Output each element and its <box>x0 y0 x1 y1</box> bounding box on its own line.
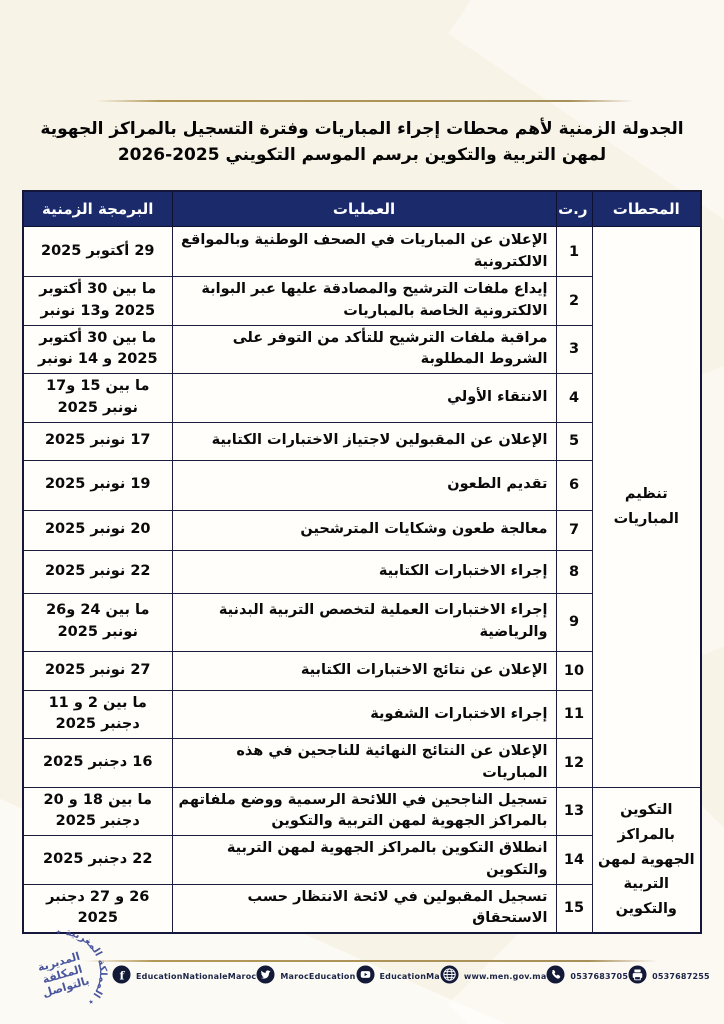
schedule-date-cell: 19 نونبر 2025 <box>22 459 173 511</box>
table-row: 3 مراقبة ملفات الترشيح للتأكد من التوفر ع… <box>22 324 701 375</box>
table-row: 5 الإعلان عن المقبولين لاجتياز الاختبارات… <box>22 421 701 461</box>
schedule-date-cell: 27 نونبر 2025 <box>22 650 173 691</box>
schedule-date-cell: 20 نونبر 2025 <box>22 509 173 551</box>
contact-item: www.men.gov.ma <box>440 965 547 988</box>
contact-label: MarocEducation <box>280 972 356 981</box>
row-number: 15 <box>555 883 593 934</box>
contact-label: 0537683705 <box>570 972 629 981</box>
contact-label: EducationMa <box>379 972 440 981</box>
row-number: 10 <box>555 650 593 691</box>
operation-cell: تسجيل المقبولين في لائحة الانتظار حسب ال… <box>171 883 557 934</box>
row-number: 6 <box>555 459 593 511</box>
operation-cell: إجراء الاختبارات الشفوية <box>171 689 557 740</box>
operation-cell: إجراء الاختبارات الكتابية <box>171 549 557 594</box>
row-number: 14 <box>555 835 593 885</box>
operation-cell: إجراء الاختبارات العملية لتخصص التربية ا… <box>171 592 557 652</box>
youtube-icon <box>355 965 375 988</box>
row-number: 4 <box>555 373 593 423</box>
operation-cell: تقديم الطعون <box>171 459 557 511</box>
row-number: 8 <box>555 549 593 594</box>
row-number: 2 <box>555 276 593 326</box>
row-number: 7 <box>555 509 593 551</box>
operation-cell: مراقبة ملفات الترشيح للتأكد من التوفر عل… <box>171 324 557 375</box>
table-header-row: المحطات ر.ت العمليات البرمجة الزمنية <box>22 190 702 228</box>
schedule-date-cell: ما بين 30 أكتوبر 2025 و 14 نونبر <box>22 324 173 375</box>
contact-label: www.men.gov.ma <box>463 972 547 981</box>
contact-item: f EducationNationaleMaroc <box>112 965 256 988</box>
schedule-date-cell: ما بين 18 و 20 دجنبر 2025 <box>22 786 173 837</box>
row-number: 13 <box>555 786 593 837</box>
col-header-schedule: البرمجة الزمنية <box>22 190 173 228</box>
table-row: 6 تقديم الطعون 19 نونبر 2025 <box>22 459 701 511</box>
schedule-date-cell: 16 دجنبر 2025 <box>22 738 173 788</box>
col-header-num: ر.ت <box>555 190 593 228</box>
row-number: 5 <box>555 421 593 461</box>
row-number: 3 <box>555 324 593 375</box>
table-row: 15 تسجيل المقبولين في لائحة الانتظار حسب … <box>22 883 701 934</box>
svg-text:f: f <box>120 968 126 982</box>
schedule-date-cell: 22 دجنبر 2025 <box>22 835 173 885</box>
top-divider <box>96 100 634 102</box>
contact-item: EducationMa <box>355 965 440 988</box>
table-row: 12 الإعلان عن النتائج النهائية للناجحين ف… <box>22 738 701 788</box>
row-number: 12 <box>555 738 593 788</box>
fax-icon <box>628 965 647 988</box>
schedule-date-cell: ما بين 24 و26 نونبر 2025 <box>22 592 173 652</box>
contact-item: 0537687255 <box>628 965 710 988</box>
operation-cell: الإعلان عن المباريات في الصحف الوطنية وب… <box>171 226 557 278</box>
operation-cell: الانتقاء الأولي <box>171 373 557 423</box>
station-cell: التكوين بالمراكز الجهوية لمهن التربية وا… <box>591 786 702 934</box>
schedule-date-cell: ما بين 30 أكتوبر 2025 و13 نونبر <box>22 276 173 326</box>
twitter-icon <box>256 965 275 988</box>
operation-cell: الإعلان عن النتائج النهائية للناجحين في … <box>171 738 557 788</box>
table-row: تنظيم المباريات 1 الإعلان عن المباريات في … <box>22 226 702 788</box>
operation-cell: انطلاق التكوين بالمراكز الجهوية لمهن الت… <box>171 835 557 885</box>
page-title: الجدولة الزمنية لأهم محطات إجراء المباري… <box>40 119 684 166</box>
row-number: 11 <box>555 689 593 740</box>
schedule-table-body: تنظيم المباريات 1 الإعلان عن المباريات في … <box>22 226 702 934</box>
schedule-date-cell: 29 أكتوبر 2025 <box>22 226 173 278</box>
footer-divider <box>84 960 658 962</box>
table-row: 8 إجراء الاختبارات الكتابية 22 نونبر 2025 <box>22 549 701 594</box>
table-row: التكوين بالمراكز الجهوية لمهن التربية وا… <box>22 786 702 934</box>
contact-item: MarocEducation <box>256 965 355 988</box>
facebook-icon: f <box>112 965 131 988</box>
contact-item: 0537683705 <box>546 965 628 988</box>
table-row: 7 معالجة طعون وشكايات المترشحين 20 نونبر 2… <box>22 509 701 551</box>
row-number: 9 <box>555 592 593 652</box>
station-cell: تنظيم المباريات <box>591 226 702 788</box>
operation-cell: معالجة طعون وشكايات المترشحين <box>171 509 557 551</box>
table-row: 10 الإعلان عن نتائج الاختبارات الكتابية 27… <box>22 650 701 691</box>
footer-contact-row: f EducationNationaleMaroc MarocEducation Ed… <box>112 965 710 988</box>
contact-label: EducationNationaleMaroc <box>136 972 257 981</box>
globe-icon <box>440 965 459 988</box>
phone-icon <box>546 965 565 988</box>
operation-cell: الإعلان عن المقبولين لاجتياز الاختبارات … <box>171 421 557 461</box>
operation-cell: الإعلان عن نتائج الاختبارات الكتابية <box>171 650 557 691</box>
schedule-date-cell: 26 و 27 دجنبر 2025 <box>22 883 173 934</box>
schedule-date-cell: ما بين 2 و 11 دجنبر 2025 <box>22 689 173 740</box>
operation-cell: إيداع ملفات الترشيح والمصادقة عليها عبر … <box>171 276 557 326</box>
schedule-date-cell: 22 نونبر 2025 <box>22 549 173 594</box>
schedule-date-cell: 17 نونبر 2025 <box>22 421 173 461</box>
col-header-operations: العمليات <box>171 190 557 228</box>
table-row: 2 إيداع ملفات الترشيح والمصادقة عليها عبر… <box>22 276 701 326</box>
col-header-stations: المحطات <box>591 190 702 228</box>
schedule-date-cell: ما بين 15 و17 نونبر 2025 <box>22 373 173 423</box>
contact-label: 0537687255 <box>652 972 710 981</box>
schedule-table: المحطات ر.ت العمليات البرمجة الزمنية تنظ… <box>22 189 702 935</box>
operation-cell: تسجيل الناجحين في اللائحة الرسمية ووضع م… <box>171 786 557 837</box>
row-number: 1 <box>555 226 593 278</box>
table-row: 4 الانتقاء الأولي ما بين 15 و17 نونبر 2025 <box>22 373 701 423</box>
